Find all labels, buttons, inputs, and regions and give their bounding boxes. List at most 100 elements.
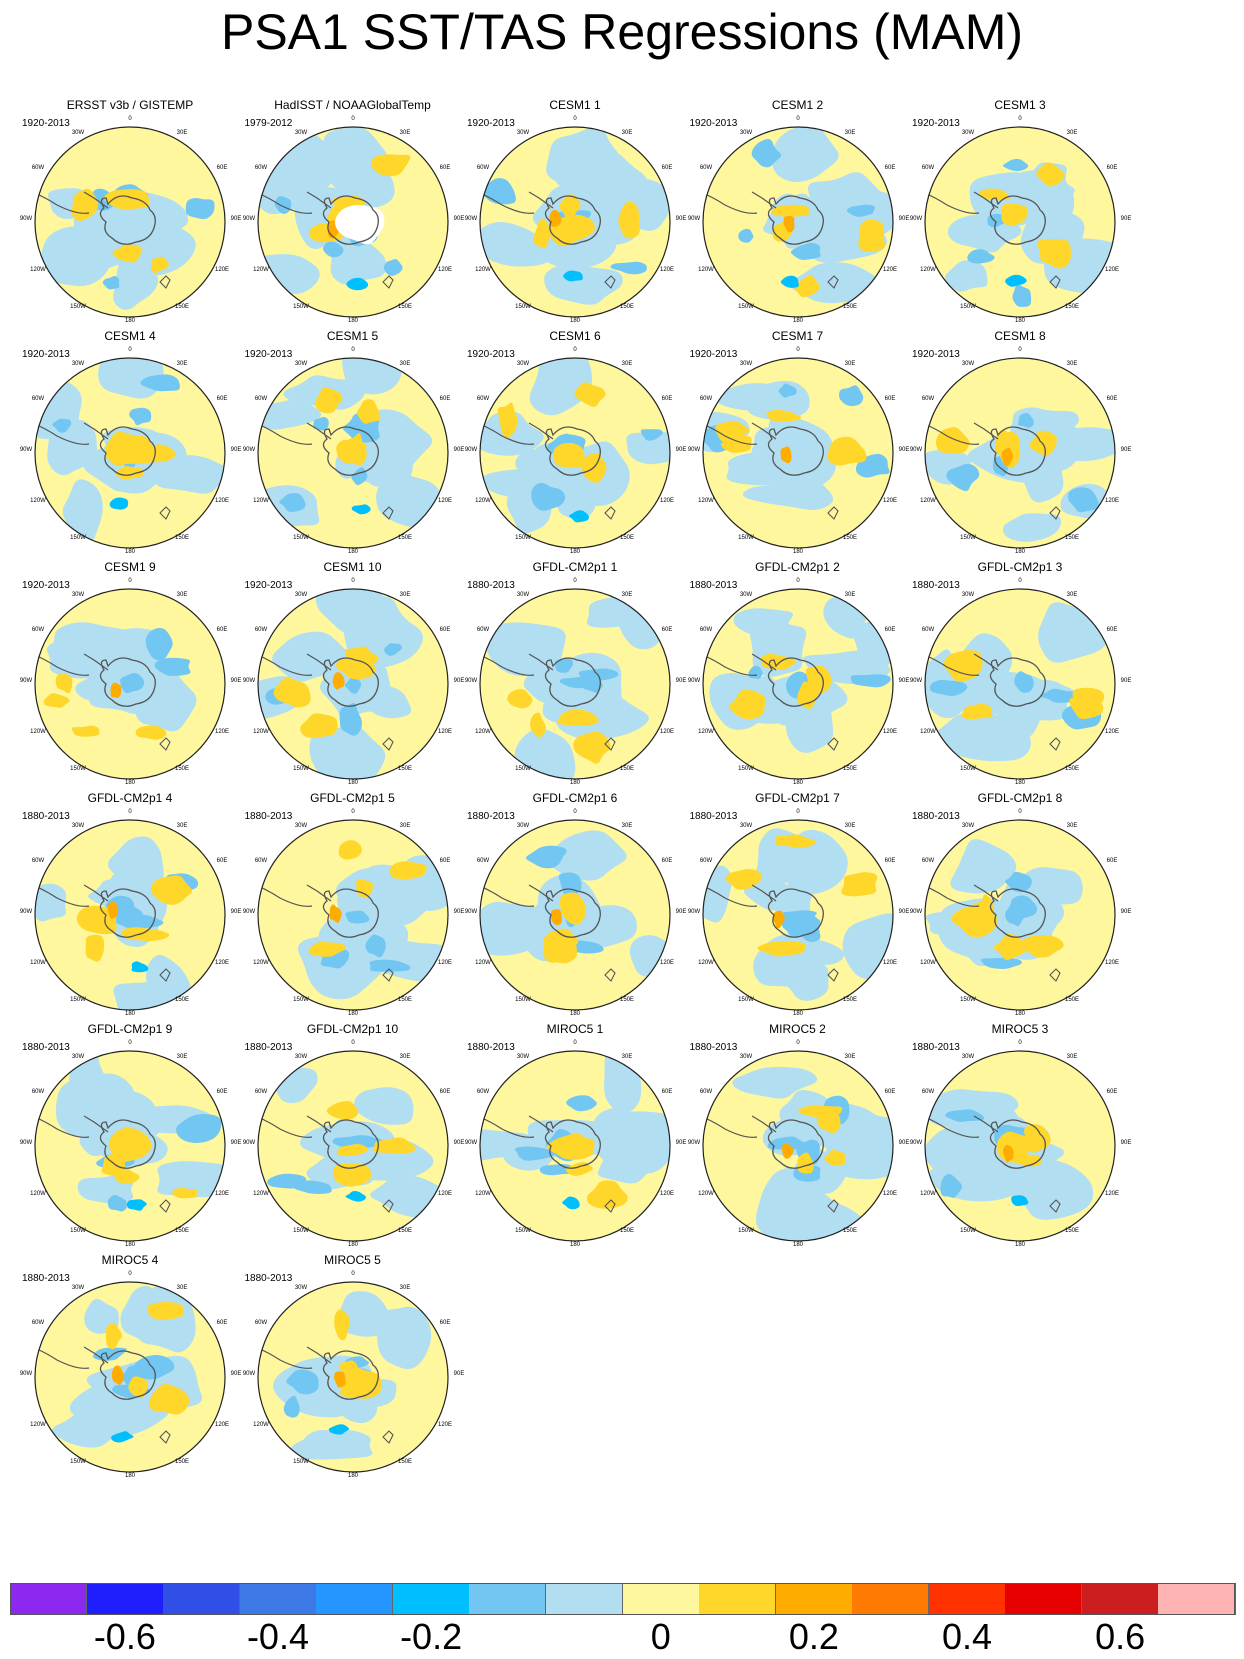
longitude-label: 120W [475, 267, 491, 273]
antarctic-peninsula-coastline [306, 653, 331, 671]
longitude-label: 60W [32, 396, 45, 402]
negative-anomaly-region [120, 1285, 162, 1345]
panel-period: 1920-2013 [22, 118, 70, 129]
positive-anomaly-region [765, 409, 801, 422]
colorbar-swatch [469, 1583, 547, 1615]
polar-map: 0 30W 30E 60W 60E 90W 90E 120W 120E 150W 150E 180 [20, 1271, 242, 1479]
longitude-label: 30W [962, 823, 975, 829]
negative-anomaly-core [846, 204, 875, 217]
longitude-label: 180 [125, 1473, 136, 1479]
antarctica-coastline [99, 657, 156, 707]
negative-anomaly-core [525, 845, 567, 869]
longitude-label: 90E [453, 678, 464, 684]
polar-map: 0 30W 30E 60W 60E 90W 90E 120W 120E 150W 150E 180 [242, 809, 464, 1017]
negative-anomaly-core [562, 1196, 580, 1210]
positive-anomaly-core [332, 672, 345, 690]
antarctica-coastline [322, 195, 379, 245]
new-zealand-coastline [1049, 737, 1061, 751]
antarctic-peninsula-coastline [751, 653, 776, 671]
longitude-label: 60E [439, 165, 450, 171]
panel-period: 1880-2013 [912, 1042, 960, 1053]
longitude-label: 30W [962, 361, 975, 367]
south-america-coastline [702, 417, 757, 445]
longitude-label: 120W [253, 960, 269, 966]
negative-anomaly-region [586, 597, 638, 628]
longitude-label: 150E [175, 997, 189, 1003]
longitude-label: 180 [125, 1011, 136, 1017]
antarctic-peninsula-coastline [973, 1115, 999, 1133]
positive-anomaly-region [338, 1360, 358, 1376]
longitude-label: 180 [1015, 549, 1026, 555]
polar-map: 0 30W 30E 60W 60E 90W 90E 120W 120E 150W 150E 180 [242, 578, 464, 786]
longitude-label: 90W [687, 216, 700, 222]
longitude-label: 0 [1018, 578, 1022, 584]
longitude-label: 150E [397, 535, 411, 541]
negative-anomaly-core [278, 493, 306, 512]
negative-anomaly-core [610, 261, 647, 275]
longitude-label: 120W [253, 267, 269, 273]
longitude-label: 60E [439, 1320, 450, 1326]
longitude-label: 180 [347, 318, 358, 324]
antarctica-coastline [989, 426, 1046, 476]
longitude-label: 120E [437, 1191, 451, 1197]
longitude-label: 120E [660, 267, 674, 273]
panel-title: CESM1 9 [104, 560, 156, 574]
negative-anomaly-region [930, 712, 1031, 762]
longitude-label: 30E [177, 130, 188, 136]
longitude-label: 0 [573, 1040, 577, 1046]
antarctica-coastline [989, 657, 1046, 707]
antarctica-coastline [767, 426, 824, 476]
longitude-label: 0 [1018, 116, 1022, 122]
positive-anomaly-region [1018, 935, 1064, 958]
antarctic-peninsula-coastline [973, 191, 999, 209]
negative-anomaly-region [302, 1430, 370, 1457]
negative-anomaly-region [257, 485, 319, 532]
positive-anomaly-region [857, 219, 885, 253]
colorbar-swatch [316, 1583, 394, 1615]
longitude-label: 150E [397, 304, 411, 310]
map-boundary [479, 588, 671, 780]
longitude-label: 90E [676, 909, 687, 915]
longitude-label: 60E [1107, 396, 1118, 402]
antarctica-coastline [767, 888, 824, 938]
panel-title: GFDL-CM2p1 10 [306, 1022, 399, 1036]
new-zealand-coastline [826, 1199, 839, 1213]
longitude-label: 150W [515, 997, 531, 1003]
longitude-label: 90E [453, 447, 464, 453]
map-boundary [701, 819, 894, 1011]
map-boundary [701, 588, 894, 780]
longitude-label: 90E [676, 216, 687, 222]
positive-anomaly-region [977, 894, 995, 927]
longitude-label: 90E [1121, 447, 1132, 453]
longitude-label: 120E [215, 267, 229, 273]
longitude-label: 90E [898, 678, 909, 684]
panel-title: MIROC5 1 [546, 1022, 604, 1036]
longitude-label: 90W [20, 447, 33, 453]
map-boundary [479, 126, 671, 318]
map-boundary [256, 588, 449, 780]
positive-anomaly-region [149, 1383, 190, 1415]
longitude-label: 30E [622, 130, 633, 136]
antarctica-coastline [767, 1119, 824, 1169]
negative-anomaly-core [145, 627, 173, 661]
longitude-label: 180 [570, 549, 581, 555]
longitude-label: 90W [465, 1140, 478, 1146]
polar-map: 0 30W 30E 60W 60E 90W 90E 120W 120E 150W 150E 180 [910, 116, 1132, 324]
map-boundary [479, 357, 671, 549]
antarctica-coastline [99, 195, 156, 245]
positive-anomaly-core [550, 909, 563, 926]
longitude-label: 120E [1105, 1191, 1119, 1197]
negative-anomaly-region [604, 1051, 642, 1114]
longitude-label: 150W [738, 304, 754, 310]
panel-period: 1920-2013 [22, 349, 70, 360]
antarctic-peninsula-coastline [973, 653, 999, 671]
antarctica-coastline [99, 1350, 156, 1400]
longitude-label: 90W [910, 909, 923, 915]
negative-anomaly-core [1002, 158, 1029, 172]
longitude-label: 150E [1065, 304, 1079, 310]
map-boundary [701, 126, 894, 318]
map-boundary [34, 819, 226, 1011]
longitude-label: 90E [1121, 216, 1132, 222]
positive-anomaly-region [147, 1301, 184, 1320]
longitude-label: 180 [570, 318, 581, 324]
